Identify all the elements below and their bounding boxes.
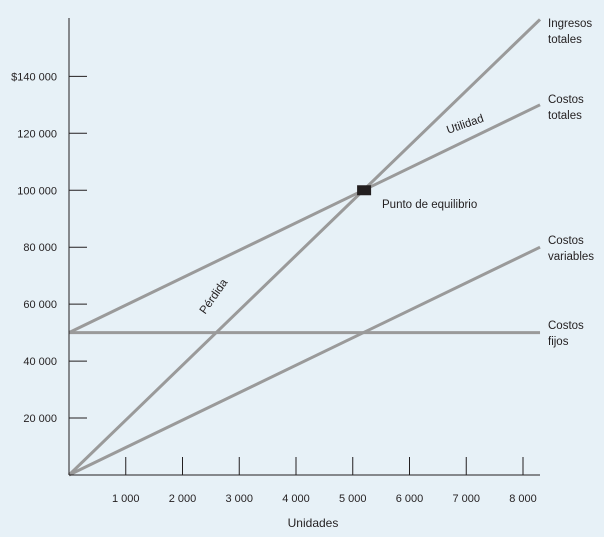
x-tick-label-7000: 7 000 xyxy=(452,493,480,505)
y-tick-label-120000: 120 000 xyxy=(17,128,57,140)
x-tick-label-5000: 5 000 xyxy=(339,493,367,505)
region-label-perdida: Pérdida xyxy=(198,277,231,317)
x-tick-label-2000: 2 000 xyxy=(169,493,197,505)
axes-layer: 20 000 40 000 60 000 80 000 100 000 120 000 $1… xyxy=(11,18,540,505)
x-tick-label-3000: 3 000 xyxy=(225,493,253,505)
break-even-label: Punto de equilibrio xyxy=(382,199,477,211)
series-label-costos-fijos: Costos fijos xyxy=(548,320,584,348)
series-line-ingresos-totales xyxy=(67,18,542,477)
lines-layer xyxy=(67,18,542,477)
series-label-ingresos-totales: Ingresos totales xyxy=(548,18,592,46)
break-even-marker xyxy=(357,185,372,196)
series-label-costos-totales: Costos totales xyxy=(548,94,584,122)
y-tick-label-20000: 20 000 xyxy=(23,413,57,425)
x-tick-label-4000: 4 000 xyxy=(282,493,310,505)
x-tick-label-8000: 8 000 xyxy=(509,493,537,505)
x-axis-title: Unidades xyxy=(288,516,339,530)
x-tick-label-6000: 6 000 xyxy=(396,493,424,505)
series-line-costos-totales xyxy=(68,103,541,334)
series-label-costos-variables: Costos variables xyxy=(548,235,594,263)
y-tick-label-80000: 80 000 xyxy=(23,242,57,254)
y-tick-label-40000: 40 000 xyxy=(23,356,57,368)
series-line-costos-variables xyxy=(68,245,541,477)
y-tick-label-60000: 60 000 xyxy=(23,299,57,311)
y-tick-label-100000: 100 000 xyxy=(17,185,57,197)
x-tick-label-1000: 1 000 xyxy=(112,493,140,505)
labels-layer: Punto de equilibrio Ingresos totales Costos… xyxy=(198,18,594,348)
y-tick-label-140000: $140 000 xyxy=(11,71,57,83)
